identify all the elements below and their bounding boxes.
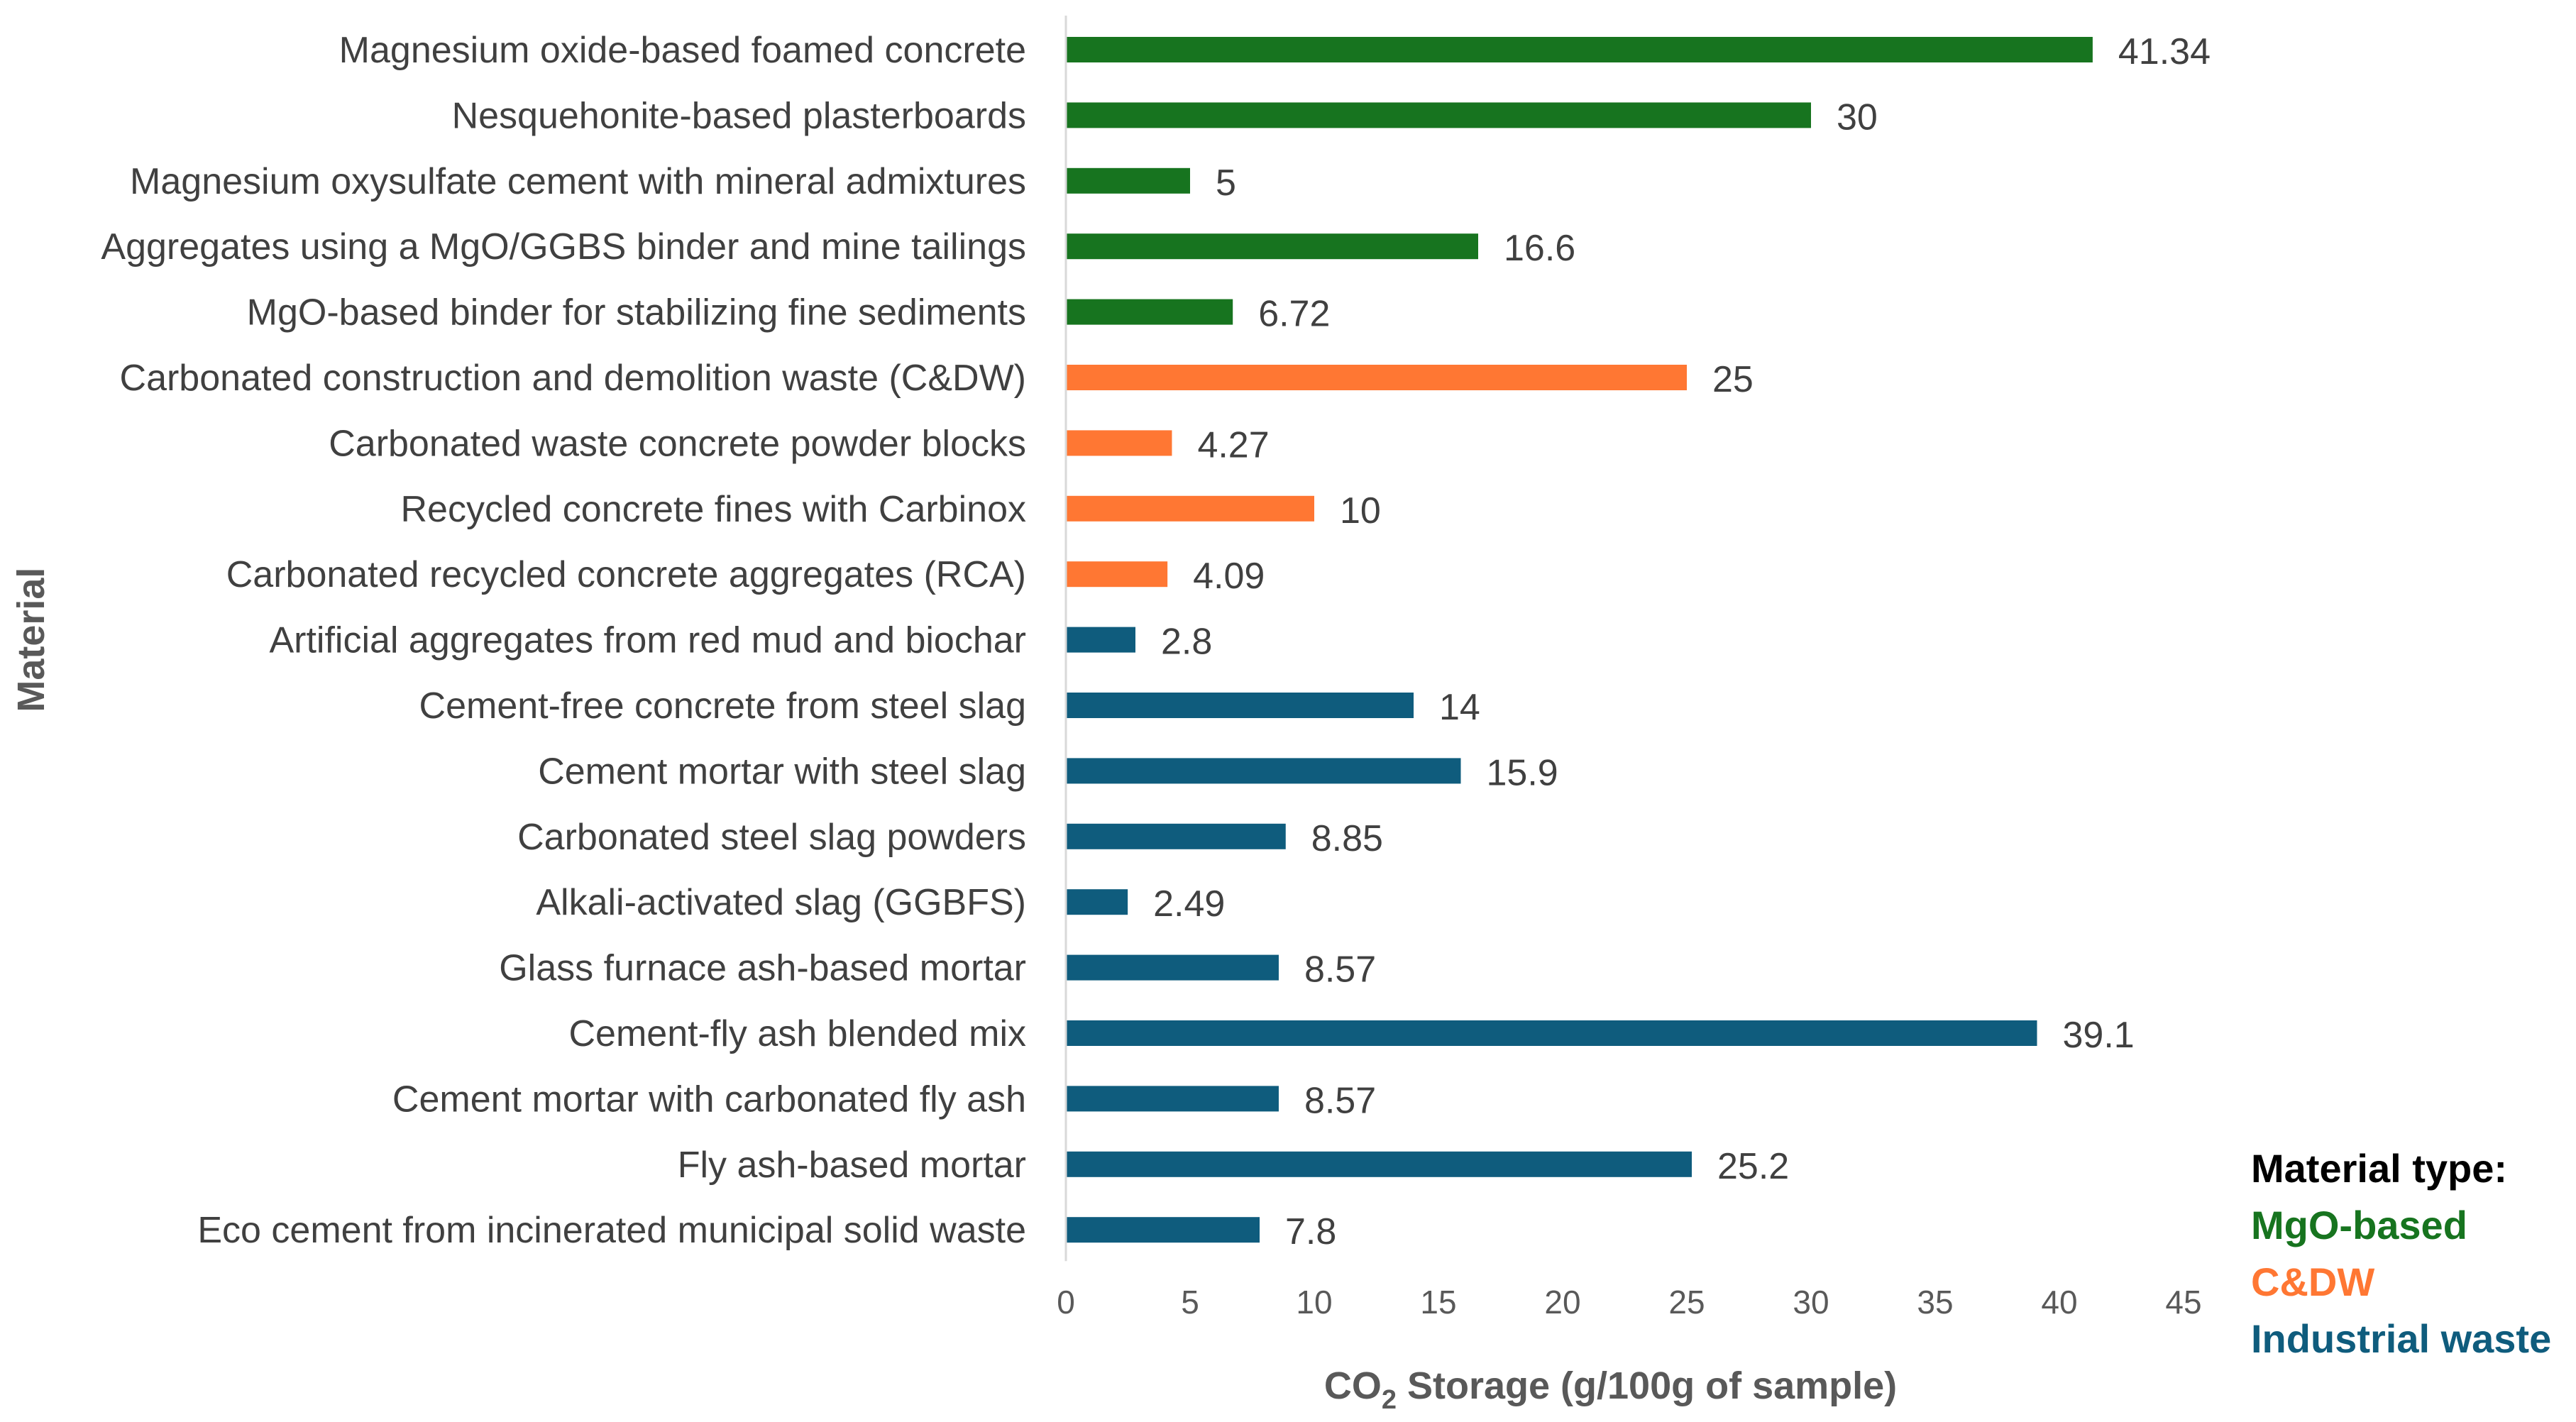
value-label: 8.57 [1304,949,1376,991]
y-axis-title: Material [10,568,53,712]
x-tick-label: 10 [1296,1284,1332,1321]
bar-row-carbonated-construction-and-demolition-waste-c-dw: Carbonated construction and demolition w… [120,358,1754,400]
bar-row-cement-mortar-with-carbonated-fly-ash: Cement mortar with carbonated fly ash 8.5… [392,1079,1376,1121]
value-label: 8.85 [1311,818,1383,859]
bar-row-alkali-activated-slag-ggbfs: Alkali-activated slag (GGBFS) 2.49 [536,882,1225,925]
bar [1066,1217,1260,1243]
bar [1066,627,1135,653]
bar [1066,233,1478,260]
category-label: Carbonated construction and demolition w… [120,358,1026,399]
value-label: 8.57 [1304,1080,1376,1121]
bar [1066,889,1128,915]
category-label: Artificial aggregates from red mud and b… [269,620,1026,661]
category-label: Magnesium oxide-based foamed concrete [339,30,1026,71]
x-tick-label: 35 [1917,1284,1953,1321]
category-label: Aggregates using a MgO/GGBS binder and m… [101,226,1026,268]
value-label: 2.49 [1153,883,1225,925]
category-label: Eco cement from incinerated municipal so… [197,1210,1026,1251]
category-label: Cement-free concrete from steel slag [419,685,1026,727]
bars-layer: Magnesium oxide-based foamed concrete 41.… [101,30,2211,1252]
bar-row-cement-free-concrete-from-steel-slag: Cement-free concrete from steel slag 14 [419,685,1480,728]
category-label: Cement mortar with steel slag [538,751,1026,792]
bar [1066,561,1168,588]
value-label: 30 [1837,97,1878,138]
bar [1066,37,2093,62]
bar [1066,495,1314,522]
bar [1066,102,1811,128]
category-label: MgO-based binder for stabilizing fine se… [247,292,1026,334]
bar-row-glass-furnace-ash-based-mortar: Glass furnace ash-based mortar 8.57 [499,948,1376,991]
bar-row-carbonated-recycled-concrete-aggregates-rca: Carbonated recycled concrete aggregates … [226,554,1265,597]
bar [1066,430,1172,456]
category-label: Carbonated steel slag powders [517,817,1026,858]
x-tick-label: 0 [1057,1284,1075,1321]
x-tick-label: 25 [1668,1284,1705,1321]
value-label: 14 [1439,687,1480,728]
bar-row-cement-mortar-with-steel-slag: Cement mortar with steel slag 15.9 [538,751,1558,793]
bar-row-recycled-concrete-fines-with-carbinox: Recycled concrete fines with Carbinox 10 [400,489,1380,531]
value-label: 16.6 [1504,228,1575,269]
bar-row-magnesium-oxide-based-foamed-concrete: Magnesium oxide-based foamed concrete 41.… [339,30,2211,72]
value-label: 25.2 [1717,1146,1789,1187]
value-label: 7.8 [1285,1211,1336,1252]
bar [1066,1151,1692,1177]
bar-row-fly-ash-based-mortar: Fly ash-based mortar 25.2 [678,1145,1790,1187]
x-tick-labels: 0 5 10 15 20 25 30 35 40 45 [1057,1284,2201,1321]
value-label: 10 [1340,490,1381,531]
bar-row-eco-cement-from-incinerated-municipal-solid-waste: Eco cement from incinerated municipal so… [197,1210,1336,1252]
value-label: 4.27 [1197,424,1269,465]
category-label: Carbonated waste concrete powder blocks [329,423,1026,464]
value-label: 15.9 [1487,752,1558,793]
category-label: Cement mortar with carbonated fly ash [392,1079,1026,1120]
category-label: Recycled concrete fines with Carbinox [400,489,1026,530]
legend-item-mgo-based: MgO-based [2251,1203,2467,1247]
x-tick-label: 15 [1420,1284,1456,1321]
value-label: 25 [1712,359,1754,400]
category-label: Cement-fly ash blended mix [568,1013,1026,1054]
x-axis-title: CO2 Storage (g/100g of sample) [1324,1365,1897,1415]
legend-item-industrial-waste: Industrial waste [2251,1316,2551,1361]
bar [1066,758,1461,784]
value-label: 39.1 [2063,1015,2135,1056]
value-label: 4.09 [1193,556,1265,597]
x-tick-label: 5 [1181,1284,1199,1321]
category-label: Nesquehonite-based plasterboards [452,95,1026,136]
x-tick-label: 40 [2041,1284,2077,1321]
legend: Material type: MgO-based C&DW Industrial w… [2251,1146,2551,1361]
value-label: 41.34 [2118,31,2211,72]
value-label: 6.72 [1258,294,1330,335]
bar [1066,823,1286,849]
category-label: Magnesium oxysulfate cement with mineral… [130,161,1026,202]
bar-row-magnesium-oxysulfate-cement-with-mineral-admixtures: Magnesium oxysulfate cement with mineral… [130,161,1236,204]
bar [1066,954,1279,981]
bar-row-nesquehonite-based-plasterboards: Nesquehonite-based plasterboards 30 [452,95,1878,138]
category-label: Carbonated recycled concrete aggregates … [226,554,1026,595]
x-tick-label: 30 [1793,1284,1829,1321]
legend-item-c-dw: C&DW [2251,1260,2374,1304]
bar [1066,1086,1279,1112]
bar [1066,1020,2037,1046]
bar [1066,365,1687,390]
bar [1066,299,1233,325]
category-label: Glass furnace ash-based mortar [499,948,1026,989]
legend-title: Material type: [2251,1146,2507,1191]
bar [1066,167,1190,194]
value-label: 5 [1216,162,1236,204]
bar-row-carbonated-steel-slag-powders: Carbonated steel slag powders 8.85 [517,817,1383,859]
x-tick-label: 45 [2165,1284,2201,1321]
bar-row-aggregates-using-a-mgo-ggbs-binder-and-mine-tailings: Aggregates using a MgO/GGBS binder and m… [101,226,1575,269]
x-tick-label: 20 [1544,1284,1580,1321]
category-label: Alkali-activated slag (GGBFS) [536,882,1026,923]
bar-row-cement-fly-ash-blended-mix: Cement-fly ash blended mix 39.1 [568,1013,2134,1056]
bar-row-carbonated-waste-concrete-powder-blocks: Carbonated waste concrete powder blocks 4… [329,423,1269,465]
bar-row-mgo-based-binder-for-stabilizing-fine-sediments: MgO-based binder for stabilizing fine se… [247,292,1331,335]
bar-row-artificial-aggregates-from-red-mud-and-biochar: Artificial aggregates from red mud and b… [269,620,1212,663]
value-label: 2.8 [1161,622,1212,663]
bar [1066,693,1414,718]
category-label: Fly ash-based mortar [678,1145,1026,1186]
